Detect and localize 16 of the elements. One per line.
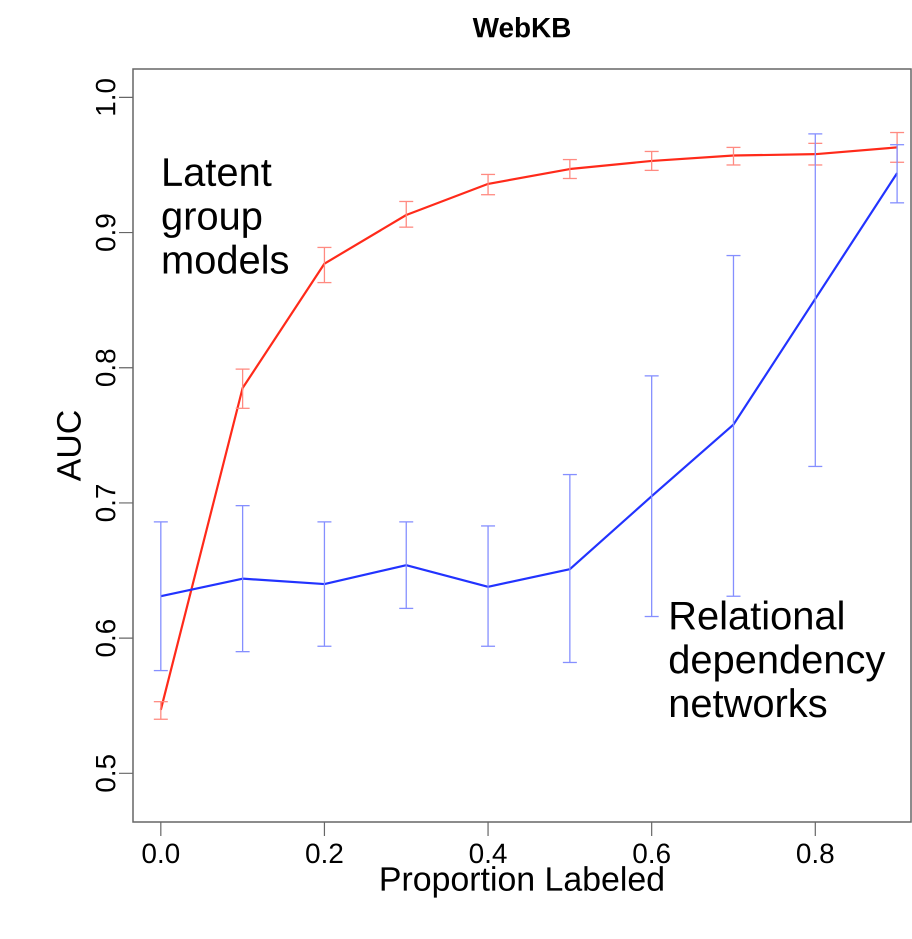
x-tick-label: 0.0	[142, 844, 180, 864]
text: Relational dependency networks	[670, 600, 886, 718]
y-axis-title: AUC	[56, 411, 81, 482]
x-axis-title: Proportion Labeled	[382, 866, 663, 898]
y-tick-label: 1.0	[96, 79, 116, 115]
y-tick-label: 0.6	[96, 620, 116, 656]
y-tick-label: 0.7	[96, 484, 116, 522]
x-tick-label: 0.8	[796, 844, 834, 864]
y-tick-label: 0.8	[96, 350, 116, 386]
x-tick-label: 0.2	[306, 844, 342, 864]
x-tick-label: 0.4	[470, 844, 507, 864]
chart-title: WebKB	[472, 17, 570, 38]
x-tick-label: 0.6	[633, 844, 670, 864]
y-tick-label: 0.5	[96, 755, 116, 792]
series-label: Latent group models	[162, 158, 288, 274]
y-tick-label: 0.9	[96, 214, 116, 251]
